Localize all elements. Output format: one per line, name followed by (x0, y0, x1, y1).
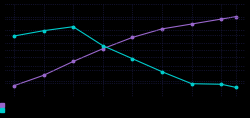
Legend: , : , (2, 103, 4, 112)
